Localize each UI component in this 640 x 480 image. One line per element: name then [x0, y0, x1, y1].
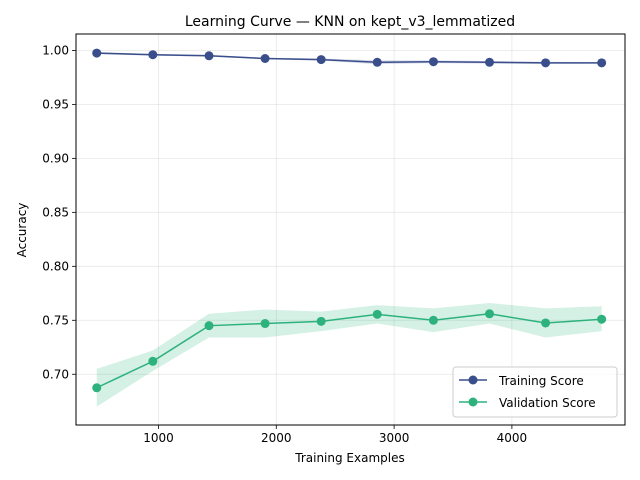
validation-score-line: [96, 313, 602, 389]
y-tick-label: 0.85: [42, 205, 69, 219]
y-tick-label: 0.75: [42, 313, 69, 327]
legend-label-training: Training Score: [498, 374, 584, 388]
training-score-point: [260, 54, 270, 64]
legend-label-validation: Validation Score: [499, 396, 596, 410]
validation-score-point: [485, 309, 495, 319]
x-tick-label: 3000: [379, 431, 410, 445]
training-score-point: [148, 50, 158, 60]
y-tick-label: 0.70: [42, 367, 69, 381]
y-tick-label: 0.95: [42, 97, 69, 111]
axis-ticks: 1000 2000 3000 4000 0.70 0.75 0.80 0.85 0.90 0.95…: [42, 43, 527, 445]
chart-title: Learning Curve — KNN on kept_v3_lemmatiz…: [185, 14, 515, 30]
training-score-point: [597, 58, 607, 68]
training-score-point: [204, 51, 214, 61]
y-tick-label: 1.00: [42, 43, 69, 57]
validation-score-point: [260, 319, 270, 329]
legend: Training Score Validation Score: [452, 366, 618, 418]
training-score-point: [428, 57, 438, 67]
legend-box: [452, 366, 618, 418]
validation-score-point: [148, 356, 158, 366]
x-tick-label: 2000: [261, 431, 292, 445]
training-score-point: [316, 55, 326, 65]
training-score-point: [541, 58, 551, 68]
x-axis-label: Training Examples: [294, 451, 404, 465]
training-score-point: [485, 57, 495, 67]
y-tick-label: 0.80: [42, 259, 69, 273]
y-axis-label: Accuracy: [15, 203, 29, 258]
legend-marker-validation: [468, 397, 478, 407]
validation-score-point: [92, 383, 102, 393]
training-score-point: [372, 57, 382, 67]
validation-score-point: [597, 314, 607, 324]
training-confidence-band: [96, 52, 602, 65]
series-lines: [92, 48, 607, 393]
x-tick-label: 1000: [143, 431, 174, 445]
validation-score-point: [428, 315, 438, 325]
legend-marker-training: [468, 375, 478, 385]
training-score-point: [92, 48, 102, 58]
grid: [76, 34, 625, 425]
validation-score-point: [316, 316, 326, 326]
x-tick-label: 4000: [497, 431, 528, 445]
validation-score-point: [541, 318, 551, 328]
confidence-bands: [96, 52, 602, 407]
validation-score-point: [372, 309, 382, 319]
plot-frame: [75, 33, 626, 426]
validation-score-point: [204, 321, 214, 331]
validation-confidence-band: [96, 303, 602, 407]
training-score-line: [96, 52, 602, 64]
y-tick-label: 0.90: [42, 151, 69, 165]
